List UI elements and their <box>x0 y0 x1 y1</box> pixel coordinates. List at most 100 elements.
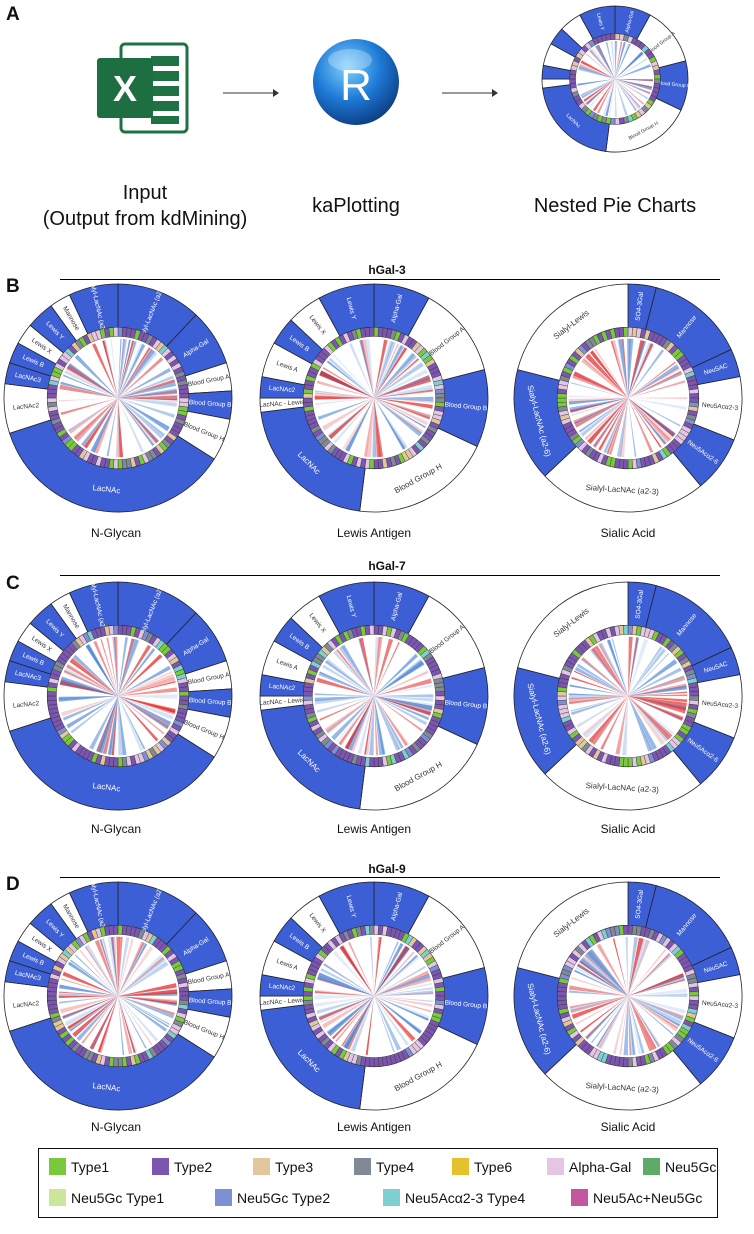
binding-ray <box>374 696 434 702</box>
segment-label: LacNAc2 <box>13 1000 40 1009</box>
excel-letter: X <box>113 68 137 109</box>
binding-ray <box>580 60 615 79</box>
binding-ray <box>578 65 615 79</box>
binding-ray <box>92 343 118 398</box>
binding-ray <box>628 694 688 697</box>
binding-ray <box>585 79 615 105</box>
binding-ray <box>374 398 431 420</box>
binding-ray <box>100 639 118 696</box>
binding-ray <box>581 658 628 696</box>
binding-ray <box>596 996 628 1049</box>
binding-ray <box>569 684 628 696</box>
binding-ray <box>118 388 178 398</box>
input-caption-line1: Input <box>122 182 168 204</box>
binding-ray <box>118 954 164 996</box>
legend-label: Type4 <box>376 1158 415 1175</box>
arrow-icon <box>223 85 279 97</box>
legend-swatch <box>452 1158 469 1175</box>
binding-ray <box>580 996 628 1033</box>
binding-ray <box>628 996 661 1047</box>
binding-ray <box>374 339 388 398</box>
binding-ray <box>569 985 628 996</box>
binding-ray <box>605 41 615 79</box>
binding-ray <box>628 366 681 398</box>
binding-ray <box>598 642 628 696</box>
binding-ray <box>336 649 374 696</box>
binding-ray <box>628 996 679 1032</box>
binding-ray <box>321 968 374 996</box>
binding-ray <box>627 338 631 398</box>
binding-ray <box>374 996 402 1051</box>
binding-ray <box>58 993 118 997</box>
binding-ray <box>374 343 399 398</box>
binding-ray <box>374 659 423 696</box>
binding-ray <box>628 937 639 996</box>
binding-ray <box>374 696 386 755</box>
binding-ray <box>369 696 374 756</box>
segment-label: LacNAc2 <box>269 385 296 394</box>
binding-ray <box>568 696 628 705</box>
binding-ray <box>628 349 665 398</box>
binding-ray <box>372 398 377 458</box>
binding-ray <box>102 938 118 996</box>
binding-ray <box>628 939 650 996</box>
segment-label: LacNAc2 <box>13 700 40 709</box>
binding-ray <box>366 398 374 458</box>
binding-ray <box>589 647 628 696</box>
binding-ray <box>374 642 400 696</box>
binding-ray <box>118 677 175 696</box>
type-ring-cell <box>113 625 119 635</box>
binding-ray <box>118 398 144 453</box>
binding-ray <box>570 696 628 712</box>
binding-ray <box>589 49 615 79</box>
binding-ray <box>374 386 433 398</box>
type-ring-cell <box>627 459 633 469</box>
binding-ray <box>333 354 374 398</box>
binding-ray <box>374 637 383 696</box>
binding-ray <box>93 640 118 696</box>
binding-ray <box>67 996 118 1029</box>
binding-ray <box>72 654 118 696</box>
segment-label: LacNAc2 <box>269 983 296 992</box>
binding-ray <box>628 696 666 745</box>
binding-ray <box>578 398 628 433</box>
binding-ray <box>118 996 170 1028</box>
pie-chart-sialic-acid: SO4-3Gal Mannose Neu5AC Neu5Acα2-3 Neu5Acα2-… <box>512 880 744 1117</box>
binding-ray <box>118 696 170 729</box>
binding-ray <box>586 353 628 398</box>
binding-ray <box>374 398 408 450</box>
binding-ray <box>118 347 153 398</box>
binding-ray <box>615 79 640 110</box>
binding-ray <box>118 983 177 996</box>
binding-ray <box>614 41 617 79</box>
binding-ray <box>118 379 176 398</box>
binding-ray <box>615 51 644 79</box>
binding-ray <box>314 398 374 406</box>
binding-ray <box>615 43 630 79</box>
binding-ray <box>118 996 153 1045</box>
binding-ray <box>369 936 374 996</box>
binding-ray <box>118 996 125 1056</box>
binding-ray <box>344 996 374 1049</box>
binding-ray <box>606 639 628 696</box>
binding-ray <box>328 357 374 398</box>
binding-ray <box>582 357 628 398</box>
nested-pie-caption: Nested Pie Charts <box>533 195 697 217</box>
binding-ray <box>580 398 628 436</box>
binding-ray <box>595 45 615 79</box>
binding-ray <box>374 658 422 696</box>
binding-ray <box>118 937 130 996</box>
binding-ray <box>604 79 615 116</box>
binding-ray <box>615 79 651 95</box>
binding-ray <box>118 696 159 742</box>
binding-ray <box>320 968 374 996</box>
binding-ray <box>318 996 374 1019</box>
binding-ray <box>374 996 409 1046</box>
binding-ray <box>571 676 628 696</box>
type-ring-cell <box>627 1057 633 1067</box>
binding-ray <box>118 344 145 398</box>
caption-n-glycan: N-Glycan <box>90 822 141 836</box>
binding-ray <box>118 996 147 1049</box>
type-ring-cell <box>303 995 313 1001</box>
binding-ray <box>118 696 123 756</box>
